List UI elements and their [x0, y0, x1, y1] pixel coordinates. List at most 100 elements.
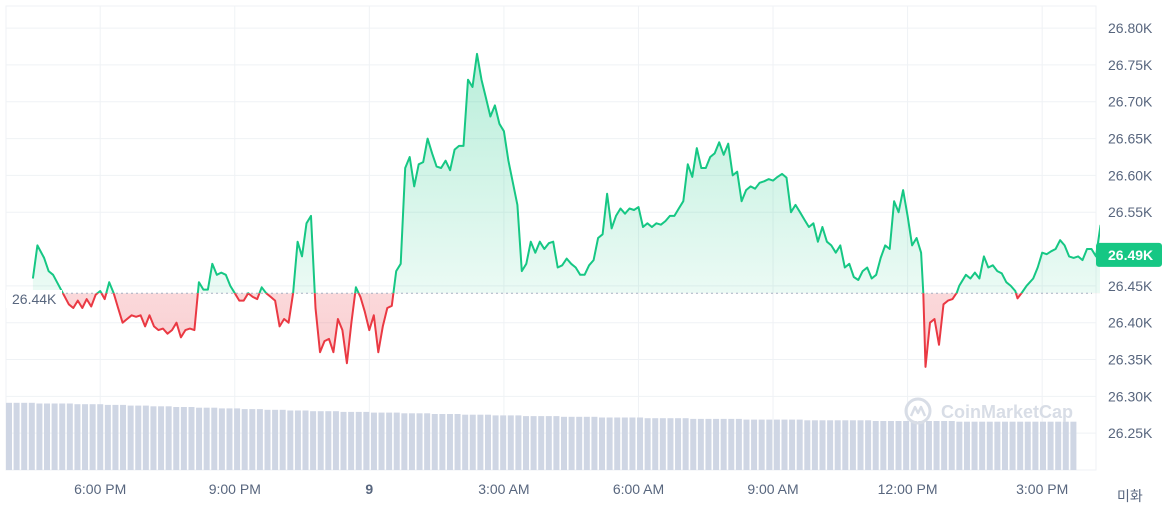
volume-bar: [599, 417, 606, 470]
volume-bar: [363, 411, 370, 470]
y-tick-label: 26.25K: [1108, 425, 1153, 441]
volume-bar: [545, 416, 552, 470]
volume-bar: [796, 419, 803, 470]
coinmarketcap-logo-icon: [904, 397, 932, 425]
y-tick-label: 26.40K: [1108, 315, 1153, 331]
volume-bar: [51, 403, 58, 470]
volume-bar: [865, 420, 872, 470]
volume-bar: [895, 421, 902, 470]
volume-bar: [781, 419, 788, 470]
price-line: [31, 52, 1100, 368]
x-tick-label: 9:00 AM: [747, 481, 798, 497]
volume-bar: [690, 418, 697, 470]
volume-bar: [637, 417, 644, 470]
area-fill-down: [62, 293, 1022, 367]
volume-bar: [986, 421, 993, 470]
y-tick-label: 26.30K: [1108, 388, 1153, 404]
y-tick-label: 26.60K: [1108, 167, 1153, 183]
volume-bar: [994, 421, 1001, 470]
volume-bar: [941, 421, 948, 470]
volume-bar: [1047, 421, 1054, 470]
volume-bar: [469, 414, 476, 470]
volume-bar: [751, 419, 758, 470]
plot-frame: [5, 5, 1097, 471]
volume-bar: [401, 413, 408, 470]
volume-bar: [370, 412, 377, 470]
area-fill-up: [32, 53, 1100, 294]
volume-bar: [713, 418, 720, 470]
x-tick-label: 6:00 AM: [613, 481, 664, 497]
current-price-label: 26.49K: [1108, 247, 1153, 263]
baseline-label-text: 26.44K: [12, 291, 57, 307]
volume-bar: [789, 419, 796, 470]
price-line-up: [31, 52, 1100, 294]
y-axis: 26.80K 26.75K 26.70K 26.65K 26.60K 26.55K 26.4…: [1108, 20, 1153, 441]
volume-bar: [910, 421, 917, 470]
volume-bar: [431, 414, 438, 470]
volume-bar: [811, 420, 818, 470]
volume-bar: [302, 410, 309, 470]
x-tick-label: 9: [365, 481, 373, 497]
volume-bar: [180, 407, 187, 470]
volume-bar: [454, 414, 461, 470]
x-tick-label: 3:00 PM: [1016, 481, 1068, 497]
volume-bar: [804, 420, 811, 470]
volume-bar: [386, 412, 393, 470]
volume-bar: [82, 404, 89, 470]
volume-bar: [173, 407, 180, 470]
volume-bar: [591, 416, 598, 470]
volume-bar: [1070, 421, 1077, 470]
volume-bar: [773, 419, 780, 470]
volume-bar: [36, 403, 43, 470]
volume-bar: [1001, 421, 1008, 470]
volume-bar: [325, 411, 332, 470]
watermark: CoinMarketCap: [904, 397, 1073, 425]
y-tick-label: 26.45K: [1108, 278, 1153, 294]
watermark-text: CoinMarketCap: [941, 402, 1073, 422]
volume-bar: [211, 407, 218, 470]
volume-bar: [1055, 421, 1062, 470]
volume-bar: [614, 417, 621, 470]
volume-bar: [264, 409, 271, 470]
volume-bar: [606, 417, 613, 470]
volume-bar: [332, 411, 339, 470]
volume-bar: [963, 421, 970, 470]
volume-bar: [317, 411, 324, 470]
volume-bar: [948, 421, 955, 470]
volume-bar: [857, 420, 864, 470]
volume-bar: [59, 403, 66, 470]
x-tick-label: 6:00 PM: [74, 481, 126, 497]
volume-bar: [104, 404, 111, 470]
volume-bar: [979, 421, 986, 470]
volume-bar: [659, 418, 666, 470]
volume-bar: [272, 409, 279, 470]
volume-bar: [583, 416, 590, 470]
volume-bar: [682, 418, 689, 470]
volume-bar: [158, 406, 165, 470]
volume-bar: [21, 402, 28, 470]
x-axis: 6:00 PM 9:00 PM 9 3:00 AM 6:00 AM 9:00 AM 12:0…: [74, 481, 1068, 497]
volume-bar: [933, 421, 940, 470]
volume-bar: [310, 411, 317, 470]
volume-bar: [1062, 421, 1069, 470]
volume-bar: [150, 406, 157, 470]
volume-bar: [500, 415, 507, 470]
y-tick-label: 26.65K: [1108, 131, 1153, 147]
volume-bar: [507, 415, 514, 470]
volume-bar: [97, 404, 104, 470]
volume-bar: [13, 402, 20, 470]
volume-bar: [28, 402, 35, 470]
current-price-badge: 26.49K: [1096, 242, 1162, 267]
volume-bar: [241, 409, 248, 470]
volume-bar: [530, 416, 537, 470]
volume-bar: [675, 418, 682, 470]
volume-bar: [112, 404, 119, 470]
volume-bar: [903, 421, 910, 470]
volume-bar: [348, 411, 355, 470]
volume-bar: [44, 403, 51, 470]
price-line-down: [61, 293, 1023, 368]
volume-bar: [6, 402, 12, 470]
baseline-label: 26.44K: [6, 290, 62, 308]
volume-bar: [925, 421, 932, 470]
